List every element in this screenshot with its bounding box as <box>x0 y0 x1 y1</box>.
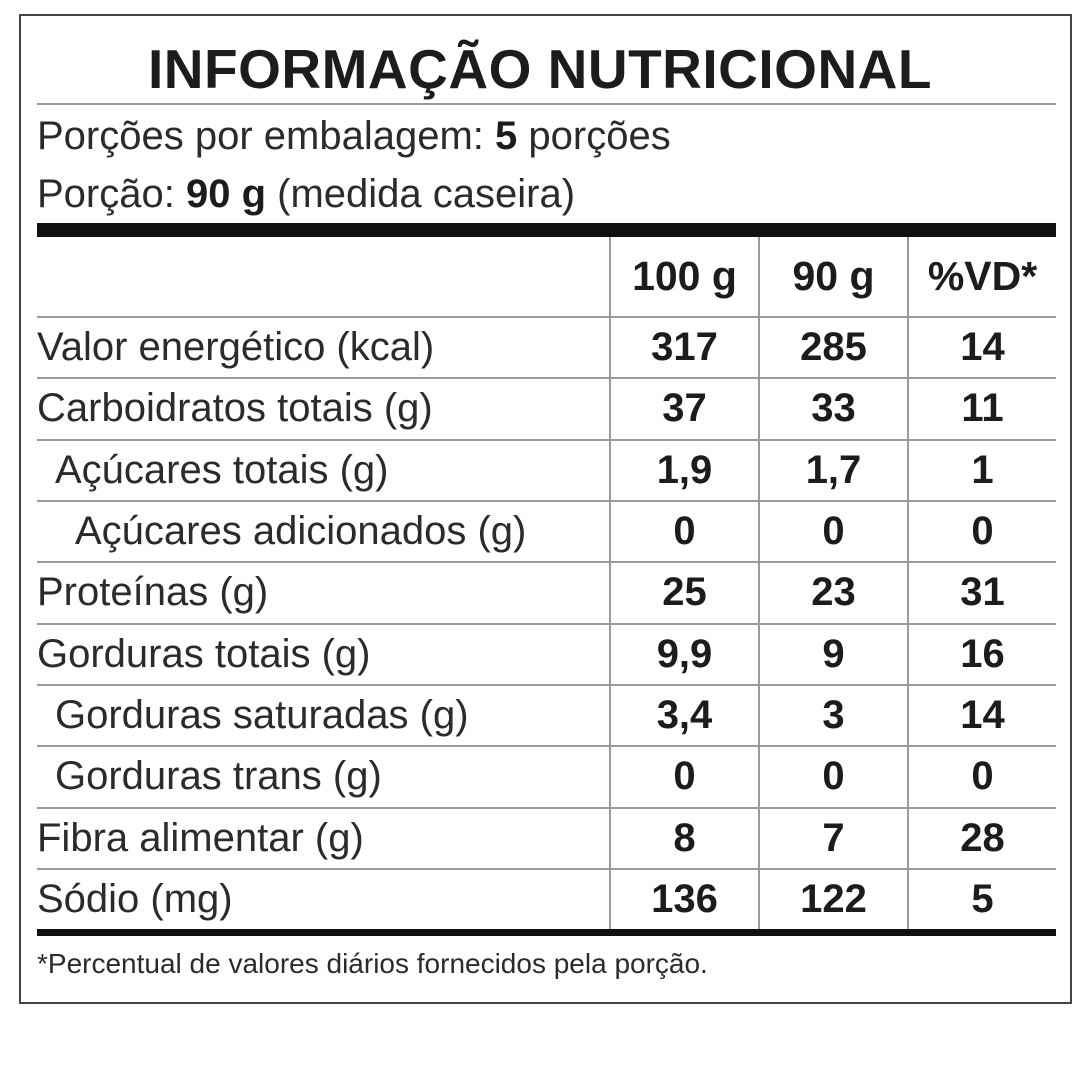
nutrient-name: Proteínas (g) <box>37 562 610 625</box>
servings-value: 5 <box>495 114 518 158</box>
table-row: Carboidratos totais (g) 37 33 11 <box>37 378 1056 441</box>
portion-value: 90 g <box>185 172 267 216</box>
value-per-portion: 3 <box>758 684 908 748</box>
value-per-100g: 37 <box>609 378 759 441</box>
value-per-portion: 122 <box>758 868 908 929</box>
value-per-100g: 1,9 <box>609 439 759 502</box>
table-row: Açúcares adicionados (g) 0 0 0 <box>37 500 1056 564</box>
value-per-100g: 9,9 <box>609 623 759 686</box>
value-daily-percent: 16 <box>907 623 1056 686</box>
value-daily-percent: 5 <box>907 868 1056 929</box>
value-per-portion: 0 <box>758 746 908 809</box>
table-row: Valor energético (kcal) 317 285 14 <box>37 317 1056 380</box>
nutrition-table: 100 g 90 g %VD* Valor energético (kcal) 3… <box>37 237 1056 929</box>
nutrient-name: Fibra alimentar (g) <box>37 807 610 870</box>
table-row: Gorduras saturadas (g) 3,4 3 14 <box>37 684 1056 748</box>
value-per-100g: 3,4 <box>609 684 759 748</box>
value-daily-percent: 0 <box>907 500 1056 564</box>
table-row: Sódio (mg) 136 122 5 <box>37 868 1056 929</box>
column-header-vd: %VD* <box>907 237 1056 318</box>
value-per-portion: 0 <box>758 500 908 564</box>
column-header-nutrient <box>37 237 610 318</box>
value-per-portion: 33 <box>758 378 908 441</box>
footer-thick-bar <box>37 929 1056 936</box>
table-header-row: 100 g 90 g %VD* <box>37 237 1056 318</box>
servings-label: Porções por embalagem: <box>37 114 484 158</box>
table-row: Gorduras trans (g) 0 0 0 <box>37 746 1056 809</box>
value-per-100g: 8 <box>609 807 759 870</box>
table-row: Proteínas (g) 25 23 31 <box>37 562 1056 625</box>
value-per-100g: 136 <box>609 868 759 929</box>
value-per-100g: 0 <box>609 746 759 809</box>
header-thick-bar <box>37 223 1056 237</box>
nutrient-name: Açúcares totais (g) <box>37 439 610 502</box>
value-daily-percent: 31 <box>907 562 1056 625</box>
column-header-portion: 90 g <box>758 237 908 318</box>
table-row: Açúcares totais (g) 1,9 1,7 1 <box>37 439 1056 502</box>
value-per-portion: 1,7 <box>758 439 908 502</box>
portion-note: (medida caseira) <box>277 172 576 216</box>
footnote: *Percentual de valores diários fornecido… <box>37 948 708 979</box>
value-daily-percent: 1 <box>907 439 1056 502</box>
value-daily-percent: 14 <box>907 317 1056 380</box>
value-per-portion: 23 <box>758 562 908 625</box>
nutrient-name: Sódio (mg) <box>37 876 233 921</box>
portion-size: Porção: 90 g (medida caseira) <box>37 166 575 222</box>
column-header-100g: 100 g <box>609 237 759 318</box>
nutrient-name: Gorduras saturadas (g) <box>37 684 610 748</box>
value-per-portion: 9 <box>758 623 908 686</box>
nutrient-name: Gorduras trans (g) <box>37 746 610 809</box>
value-daily-percent: 14 <box>907 684 1056 748</box>
value-daily-percent: 0 <box>907 746 1056 809</box>
servings-unit: porções <box>528 114 671 158</box>
value-per-100g: 0 <box>609 500 759 564</box>
value-per-100g: 317 <box>609 317 759 380</box>
servings-per-package: Porções por embalagem: 5 porções <box>37 108 671 164</box>
label-title: INFORMAÇÃO NUTRICIONAL <box>148 38 932 100</box>
nutrient-name: Carboidratos totais (g) <box>37 378 610 441</box>
value-per-portion: 285 <box>758 317 908 380</box>
table-row: Gorduras totais (g) 9,9 9 16 <box>37 623 1056 686</box>
title-divider <box>37 103 1056 105</box>
nutrition-label-frame <box>19 14 1072 1004</box>
table-row: Fibra alimentar (g) 8 7 28 <box>37 807 1056 870</box>
value-per-portion: 7 <box>758 807 908 870</box>
nutrient-name: Açúcares adicionados (g) <box>37 500 610 564</box>
nutrient-name: Valor energético (kcal) <box>37 317 610 380</box>
value-per-100g: 25 <box>609 562 759 625</box>
nutrient-name: Gorduras totais (g) <box>37 623 610 686</box>
value-daily-percent: 28 <box>907 807 1056 870</box>
value-daily-percent: 11 <box>907 378 1056 441</box>
portion-label: Porção: <box>37 172 175 216</box>
